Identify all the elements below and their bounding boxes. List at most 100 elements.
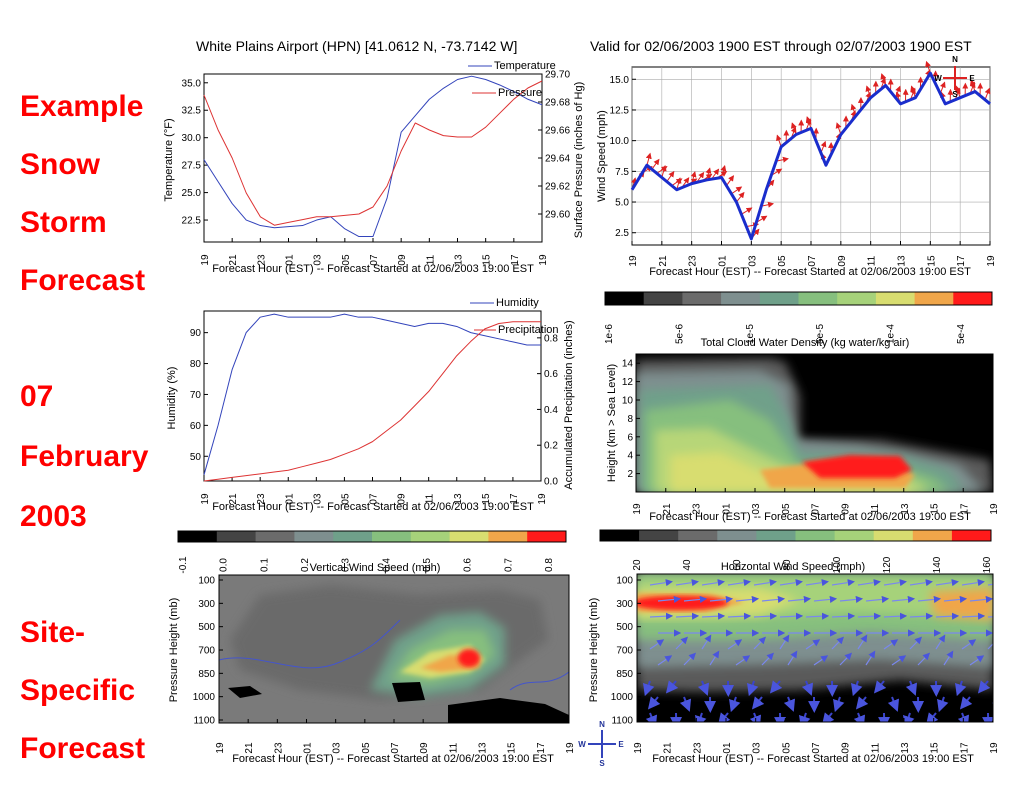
hwind-arrow	[805, 612, 830, 620]
hwind-arrow	[753, 579, 777, 587]
colorbar-swatch	[798, 292, 838, 305]
x-tick-label: 21	[228, 254, 239, 266]
x-tick-label: 21	[244, 742, 255, 754]
hwind-arrow	[955, 680, 967, 697]
y-tick-label: 29.62	[545, 182, 570, 193]
y-tick-label: 12	[622, 377, 634, 388]
humidity-y-label: Humidity (%)	[166, 367, 178, 430]
y-tick-label: 500	[198, 622, 215, 633]
hwind-arrow	[727, 612, 752, 620]
y-tick-label: 12.5	[610, 105, 630, 116]
hwind-arrow	[833, 696, 845, 713]
hwind-arrow	[883, 612, 908, 620]
x-tick-label: 01	[718, 255, 729, 267]
x-tick-label: 19	[215, 742, 226, 754]
horizontal-wind-field	[637, 574, 993, 722]
hwind-arrow	[821, 712, 835, 722]
y-tick-label: 300	[198, 599, 215, 610]
colorbar-tick-label: 0.8	[544, 558, 555, 572]
hwind-arrow	[917, 652, 930, 666]
colorbar-swatch	[951, 530, 992, 541]
x-tick-label: 05	[340, 493, 351, 505]
vertical-wind-field	[219, 575, 569, 723]
temperature-plot-frame	[203, 73, 543, 243]
colorbar-swatch	[178, 531, 218, 542]
y-tick-label: 300	[616, 599, 633, 610]
colorbar-tick-label: 0.3	[341, 558, 352, 572]
colorbar-frame	[599, 529, 992, 542]
hwind-arrow	[961, 579, 985, 587]
colorbar-tick-label: 0.4	[381, 558, 392, 572]
cloud-water-colorbar-ticks: 1e-6 5e-6 1e-5 5e-5 1e-4 5e-4	[604, 324, 967, 344]
x-tick-label: 11	[870, 742, 881, 753]
x-tick-label: 03	[747, 255, 758, 267]
y-tick-label: 29.68	[545, 98, 570, 109]
colorbar-swatch	[759, 292, 799, 305]
hwind-arrow	[857, 634, 868, 650]
hwind-arrow	[657, 655, 673, 666]
wind-y-label: Wind Speed (mph)	[596, 110, 608, 202]
colorbar-tick-label: 0.1	[259, 558, 270, 572]
hwind-arrow	[787, 650, 798, 666]
compass-bottom-s: S	[599, 759, 605, 768]
wind-arrow	[790, 122, 797, 135]
hwind-x-ticks: 19 21 23 01 03 05 07 09 11 13 15 17 19	[633, 718, 1000, 754]
y-tick-label: 70	[190, 390, 202, 401]
legend-precipitation: Precipitation	[498, 324, 559, 336]
wind-arrow	[690, 171, 697, 184]
wind-arrow	[850, 103, 857, 117]
humidity-series-lines	[203, 313, 541, 482]
temperature-line	[203, 75, 543, 238]
colorbar-tick-label: 0.5	[422, 558, 433, 572]
legend-pressure: Pressure	[498, 87, 542, 99]
legend-temperature: Temperature	[494, 60, 556, 72]
hwind-arrow	[959, 696, 973, 710]
colorbar-swatch	[449, 531, 489, 542]
compass-bottom-e: E	[618, 740, 624, 749]
y-tick-label: 29.70	[545, 70, 570, 81]
side-label-snow: Snow	[20, 148, 100, 181]
colorbar-swatch	[795, 530, 836, 541]
hwind-arrow	[701, 612, 726, 620]
x-tick-label: 19	[538, 254, 549, 266]
humidity-precipitation-chart: 50 60 70 80 90 0.0 0.2 0.4 0.6 0.8 19 21 23 01 03 05 0…	[166, 297, 575, 513]
hwind-arrow	[865, 595, 890, 603]
hwind-arrow	[883, 579, 907, 587]
x-tick-label: 07	[390, 742, 401, 754]
vertical-wind-colorbar-title: Vertical Wind Speed (mph)	[310, 562, 441, 574]
wind-arrow	[671, 178, 683, 187]
hwind-arrow	[943, 595, 968, 603]
colorbar-tick-label: 0.0	[219, 558, 230, 572]
wind-arrow	[969, 79, 976, 92]
hwind-arrow	[729, 696, 741, 713]
colorbar-tick-label: 0.2	[300, 558, 311, 572]
colorbar-tick-label: 120	[882, 556, 893, 573]
x-tick-label: 11	[870, 503, 881, 514]
x-tick-label: 19	[632, 503, 643, 515]
x-tick-label: 19	[565, 742, 576, 754]
x-tick-label: 17	[956, 255, 967, 267]
x-tick-label: 11	[448, 742, 459, 753]
x-tick-label: 07	[811, 503, 822, 515]
hwind-arrow	[657, 595, 682, 603]
colorbar-swatch	[255, 531, 295, 542]
compass-e-label: E	[969, 74, 975, 83]
hwind-arrow	[987, 583, 993, 586]
colorbar-swatch	[294, 531, 334, 542]
hwind-arrow	[779, 634, 790, 650]
hwind-arrow	[801, 680, 814, 696]
hwind-arrow	[647, 696, 661, 710]
hwind-arrow	[925, 712, 939, 722]
x-tick-label: 05	[361, 742, 372, 754]
temperature-pressure-chart: 22.5 25.0 27.5 30.0 32.5 35.0 29.60 29.62 29.64…	[163, 60, 585, 275]
x-tick-label: 23	[256, 254, 267, 266]
hwind-arrow	[779, 579, 803, 587]
wind-x-ticks: 19 21 23 01 03 05 07 09 11 13 15 17 19	[628, 241, 997, 267]
hwind-arrow	[813, 655, 829, 666]
wind-arrow	[955, 85, 961, 98]
hwind-arrow	[679, 696, 692, 712]
y-tick-label: 100	[198, 576, 215, 587]
compass-bottom-n: N	[599, 720, 605, 729]
horizontal-wind-colorbar	[599, 529, 992, 542]
y-tick-label: 7.5	[615, 167, 629, 178]
